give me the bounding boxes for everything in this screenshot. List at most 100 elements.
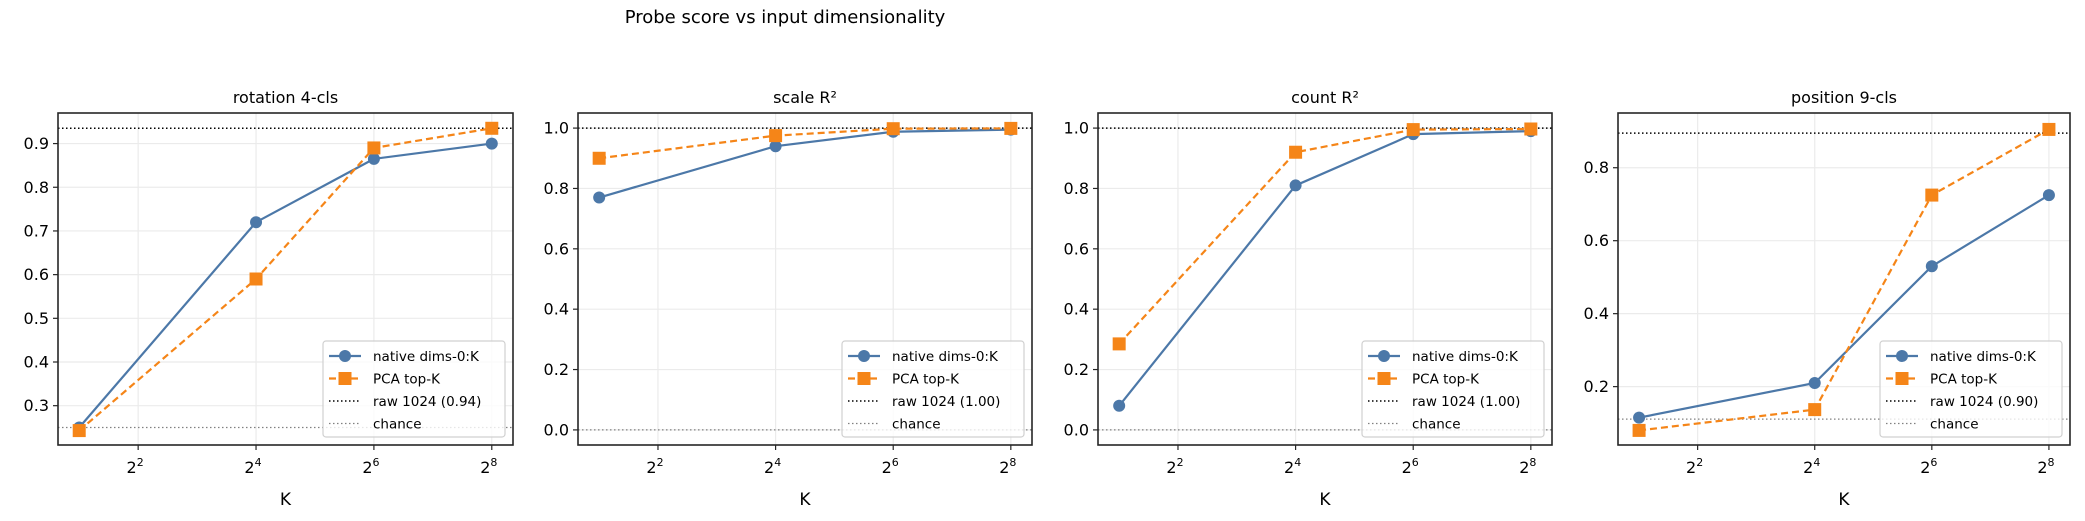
axes-frame: [1097, 112, 1553, 446]
data-point-pca: [1925, 188, 1939, 202]
y-tick-label: 0.4: [544, 300, 569, 319]
data-point-native: [1808, 376, 1821, 389]
x-axis-label: K: [280, 490, 292, 510]
y-tick-label: 0.4: [1584, 304, 1609, 323]
y-tick-label: 0.8: [24, 178, 49, 197]
x-tick-label: 22: [1166, 456, 1183, 477]
legend-label: PCA top-K: [373, 372, 441, 388]
data-point-pca: [1406, 123, 1420, 137]
axes-frame: [577, 112, 1033, 446]
x-tick-label: 24: [764, 456, 781, 477]
legend-label: native dims-0:K: [1412, 349, 1519, 365]
y-tick-label: 1.0: [1064, 119, 1089, 138]
x-axis-label: K: [1838, 490, 1850, 510]
legend-label: chance: [1930, 417, 1979, 433]
legend-marker-pca: [1895, 372, 1909, 385]
legend-marker-pca: [857, 372, 871, 385]
data-point-pca: [485, 121, 499, 135]
legend-label: PCA top-K: [1412, 372, 1480, 388]
legend-marker-pca: [338, 372, 352, 385]
x-axis-label: K: [1319, 490, 1331, 510]
x-tick-label: 22: [127, 456, 144, 477]
panel-title: position 9-cls: [1791, 88, 1897, 107]
x-tick-label: 22: [646, 456, 663, 477]
data-point-pca: [1112, 337, 1126, 351]
y-tick-label: 0.3: [24, 396, 49, 415]
data-point-native: [593, 191, 606, 204]
plot-area: [1098, 122, 1552, 431]
data-point-pca: [367, 141, 381, 155]
data-point-native: [769, 140, 782, 153]
data-point-native: [250, 216, 263, 229]
legend-label: chance: [1412, 417, 1461, 433]
legend-label: native dims-0:K: [892, 349, 999, 365]
y-tick-label: 0.6: [24, 265, 49, 284]
x-tick-label: 26: [1402, 456, 1419, 477]
series-line-native: [1118, 130, 1531, 407]
y-tick-label: 0.0: [544, 420, 569, 439]
y-tick-label: 0.4: [1064, 300, 1089, 319]
y-tick-label: 1.0: [544, 119, 569, 138]
panel-title: rotation 4-cls: [233, 88, 338, 107]
x-tick-label: 24: [1803, 456, 1820, 477]
legend: native dims-0:K PCA top-K raw 1024 (0.94) c…: [322, 340, 506, 438]
legend-label: raw 1024 (1.00): [892, 394, 1000, 410]
legend-label: PCA top-K: [1930, 372, 1998, 388]
plot-area: [58, 121, 513, 438]
data-point-native: [485, 137, 498, 150]
legend-label: PCA top-K: [892, 372, 960, 388]
data-point-native: [1925, 260, 1938, 273]
legend-box: [1361, 340, 1545, 438]
legend-box: [322, 340, 506, 438]
panel-title: scale R²: [773, 88, 837, 107]
legend-marker-native: [1896, 350, 1908, 362]
legend-label: native dims-0:K: [1930, 349, 2037, 365]
x-tick-label: 28: [480, 456, 497, 477]
y-tick-label: 0.8: [1064, 179, 1089, 198]
legend: native dims-0:K PCA top-K raw 1024 (0.90) c…: [1879, 340, 2063, 438]
data-point-pca: [249, 272, 263, 286]
panel-2: 0.0 0.2 0.4 0.6 0.8 1.0 22 24 26 28 scale R² Knativ…: [544, 88, 1033, 510]
legend-label: raw 1024 (0.90): [1930, 394, 2038, 410]
y-tick-label: 0.0: [1064, 420, 1089, 439]
y-tick-label: 0.6: [1584, 231, 1609, 250]
data-point-native: [367, 152, 380, 165]
legend-marker-pca: [1377, 372, 1391, 385]
series-line-native: [78, 142, 492, 429]
x-tick-label: 24: [1284, 456, 1301, 477]
series-line-pca: [599, 127, 1011, 160]
legend: native dims-0:K PCA top-K raw 1024 (1.00) c…: [1361, 340, 1545, 438]
data-point-pca: [72, 424, 86, 438]
y-tick-label: 0.2: [1584, 377, 1609, 396]
data-point-pca: [1289, 145, 1303, 159]
panel-3: 0.0 0.2 0.4 0.6 0.8 1.0 22 24 26 28 count R² Knativ…: [1064, 88, 1553, 510]
legend-box: [841, 340, 1025, 438]
series-line-native: [1638, 194, 2050, 419]
data-point-pca: [1004, 121, 1018, 135]
panel-1: 0.3 0.4 0.5 0.6 0.7 0.8 0.9 22 24 26 28 rotation 4-…: [24, 88, 514, 510]
axes-frame: [57, 112, 514, 446]
data-point-native: [1633, 411, 1646, 424]
data-point-native: [1113, 399, 1126, 412]
legend-marker-native: [1378, 350, 1390, 362]
panel-4: 0.2 0.4 0.6 0.8 22 24 26 28 position 9-cls Knativ…: [1584, 88, 2071, 510]
series-line-pca: [1638, 128, 2050, 432]
x-axis-label: K: [799, 490, 811, 510]
y-tick-label: 0.8: [1584, 158, 1609, 177]
panel-title: count R²: [1291, 88, 1359, 107]
axes-frame: [1617, 112, 2071, 446]
y-tick-label: 0.4: [24, 353, 49, 372]
legend-label: raw 1024 (1.00): [1412, 394, 1520, 410]
series-line-pca: [1118, 127, 1531, 345]
series-line-native: [598, 128, 1011, 199]
legend-label: chance: [892, 417, 941, 433]
legend-label: raw 1024 (0.94): [373, 394, 481, 410]
figure-title: Probe score vs input dimensionality: [625, 7, 946, 28]
plot-area: [578, 121, 1032, 431]
y-tick-label: 0.2: [544, 360, 569, 379]
data-point-pca: [592, 151, 606, 165]
data-point-pca: [769, 129, 783, 143]
y-tick-label: 0.6: [1064, 239, 1089, 258]
x-tick-label: 28: [999, 456, 1016, 477]
data-point-pca: [1524, 122, 1538, 136]
